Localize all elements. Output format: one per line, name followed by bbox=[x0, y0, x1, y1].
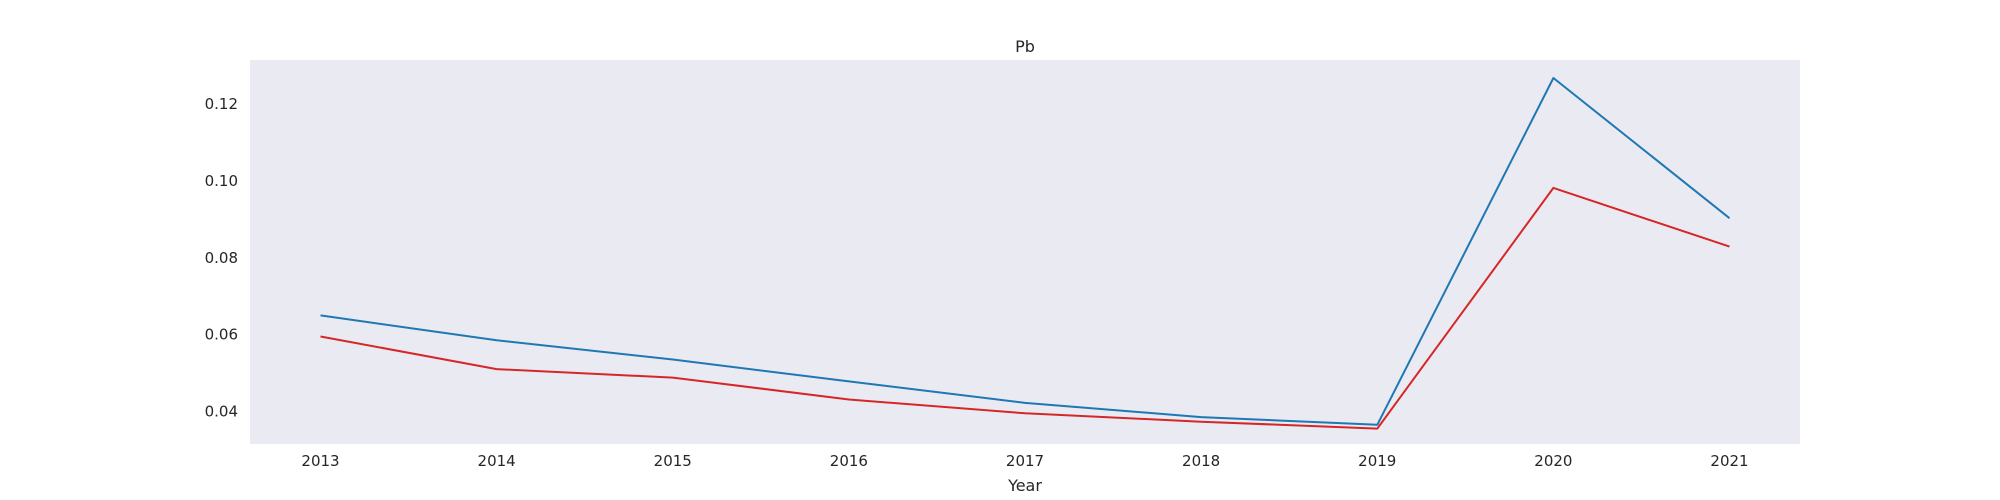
y-tick-label: 0.10 bbox=[205, 172, 238, 190]
y-tick-label: 0.06 bbox=[205, 326, 238, 344]
x-tick-label: 2018 bbox=[1182, 452, 1220, 470]
x-tick-label: 2016 bbox=[830, 452, 868, 470]
x-tick-label: 2020 bbox=[1534, 452, 1572, 470]
x-tick-label: 2017 bbox=[1006, 452, 1044, 470]
series-line-1 bbox=[320, 77, 1731, 426]
x-tick-label: 2013 bbox=[301, 452, 339, 470]
x-axis-title: Year bbox=[1007, 476, 1042, 495]
y-tick-label: 0.08 bbox=[205, 249, 238, 267]
x-axis-ticks: 2013 2014 2015 2016 2017 2018 2019 2020 2021 bbox=[301, 452, 1748, 470]
x-tick-label: 2015 bbox=[654, 452, 692, 470]
series-lines bbox=[320, 77, 1731, 430]
y-tick-label: 0.04 bbox=[205, 402, 238, 420]
plot-area bbox=[250, 60, 1800, 444]
x-tick-label: 2014 bbox=[478, 452, 516, 470]
y-tick-label: 0.12 bbox=[205, 95, 238, 113]
chart-title: Pb bbox=[1015, 37, 1035, 56]
x-tick-label: 2019 bbox=[1358, 452, 1396, 470]
x-tick-label: 2021 bbox=[1710, 452, 1748, 470]
y-axis-ticks: 0.04 0.06 0.08 0.10 0.12 bbox=[205, 95, 238, 420]
series-line-2 bbox=[320, 186, 1730, 430]
